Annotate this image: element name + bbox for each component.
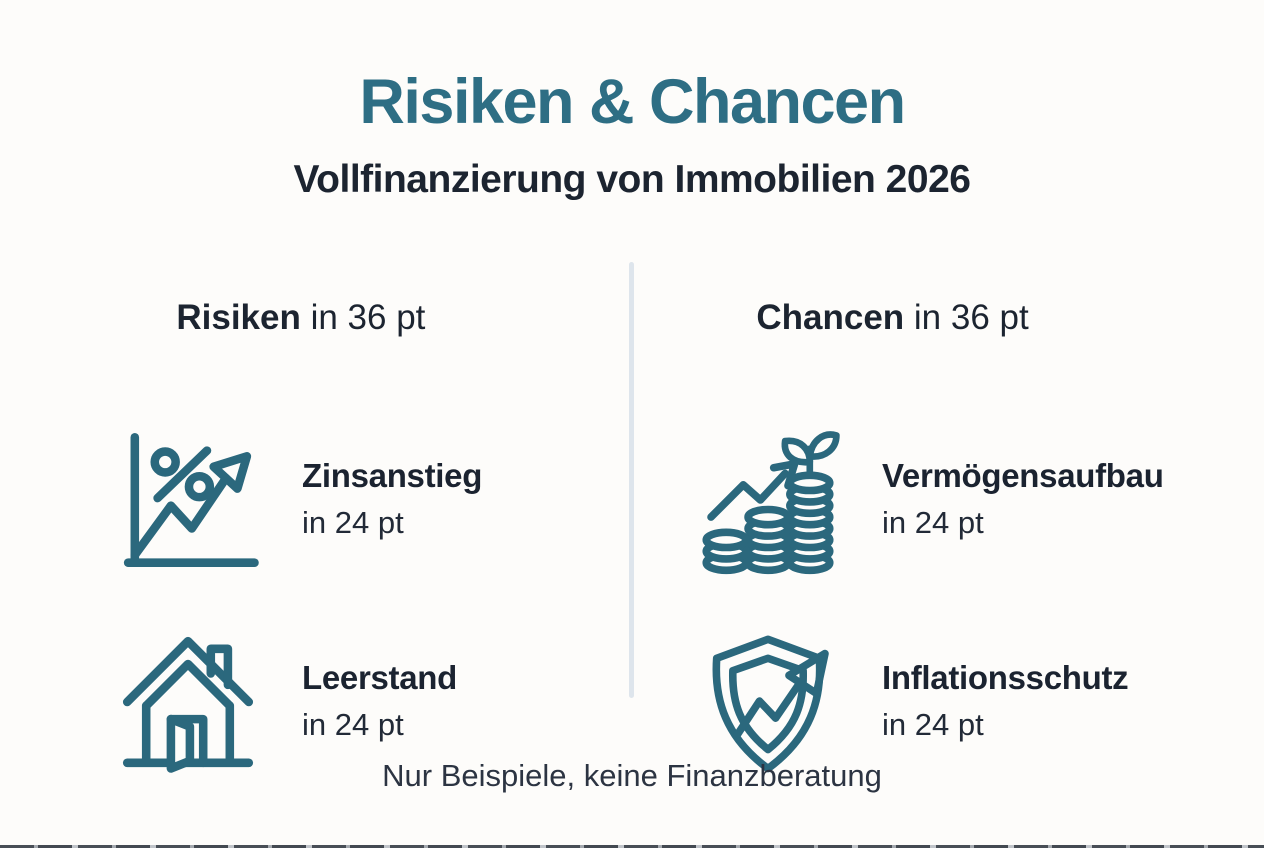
- shield-growth-arrow-icon: [692, 626, 844, 778]
- item-text-block: Zinsanstieg in 24 pt: [302, 453, 482, 547]
- item-size-note: in 24 pt: [882, 707, 984, 742]
- item-label: Inflationsschutz: [882, 659, 1129, 696]
- item-text-block: Vermögensaufbau in 24 pt: [882, 453, 1164, 547]
- page-subtitle: Vollfinanzierung von Immobilien 2026: [293, 158, 971, 201]
- bottom-crop-artifact: [0, 845, 1264, 848]
- risks-heading-size-note: in 36 pt: [300, 298, 426, 337]
- item-label: Leerstand: [302, 659, 458, 696]
- opportunities-heading-size-note: in 36 pt: [904, 298, 1029, 337]
- risks-column-heading: Risiken in 36 pt: [118, 258, 632, 378]
- column-divider: [629, 262, 634, 698]
- risks-column: Risiken in 36 pt Zinsanstieg in 24 pt: [112, 258, 632, 778]
- item-size-note: in 24 pt: [302, 505, 404, 540]
- list-item-inflationsschutz: Inflationsschutz in 24 pt: [692, 626, 1212, 778]
- disclaimer-text: Nur Beispiele, keine Finanzberatung: [382, 758, 882, 793]
- interest-rise-chart-icon: [112, 424, 264, 576]
- list-item-zinsanstieg: Zinsanstieg in 24 pt: [112, 424, 632, 576]
- house-vacancy-icon: [112, 626, 264, 778]
- item-size-note: in 24 pt: [882, 505, 984, 540]
- opportunities-heading-bold: Chancen: [756, 298, 905, 337]
- item-text-block: Inflationsschutz in 24 pt: [882, 655, 1129, 749]
- opportunities-column-heading: Chancen in 36 pt: [698, 258, 1212, 378]
- page-title: Risiken & Chancen: [359, 67, 906, 137]
- opportunities-column: Chancen in 36 pt: [692, 258, 1212, 778]
- item-size-note: in 24 pt: [302, 707, 404, 742]
- item-text-block: Leerstand in 24 pt: [302, 655, 457, 749]
- list-item-vermoegensaufbau: Vermögensaufbau in 24 pt: [692, 424, 1212, 576]
- risks-heading-bold: Risiken: [176, 298, 301, 337]
- coin-stacks-growth-icon: [692, 424, 844, 576]
- item-label: Zinsanstieg: [302, 457, 483, 494]
- list-item-leerstand: Leerstand in 24 pt: [112, 626, 632, 778]
- item-label: Vermögensaufbau: [882, 457, 1164, 494]
